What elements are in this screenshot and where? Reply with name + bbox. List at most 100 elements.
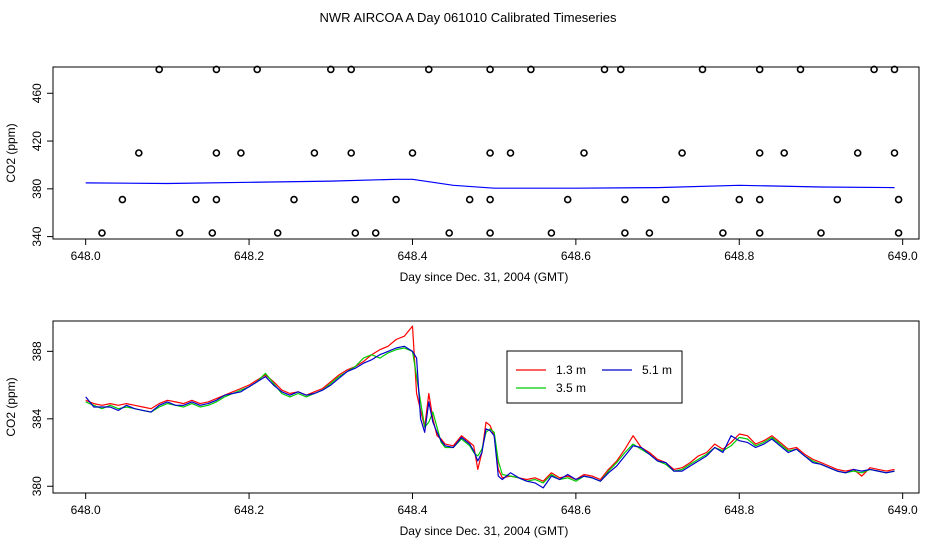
data-point bbox=[212, 195, 221, 204]
y-axis-ticks: 380 384 388 bbox=[30, 341, 53, 496]
y-tick-label: 380 bbox=[30, 179, 44, 199]
y-axis-label: CO2 (ppm) bbox=[4, 377, 18, 436]
data-point bbox=[212, 65, 221, 74]
data-point bbox=[192, 195, 200, 204]
data-point bbox=[155, 65, 163, 74]
legend: 1.3 m 3.5 m 5.1 m bbox=[506, 350, 683, 404]
y-axis-ticks: 340 380 420 460 bbox=[30, 83, 53, 247]
data-point bbox=[735, 195, 744, 204]
data-point bbox=[796, 65, 805, 74]
line-series-group bbox=[85, 178, 895, 189]
data-point bbox=[237, 149, 245, 157]
line-series-group bbox=[85, 325, 895, 489]
data-point bbox=[118, 195, 127, 204]
data-point bbox=[175, 229, 184, 237]
y-axis-label: CO2 (ppm) bbox=[4, 123, 18, 182]
data-point bbox=[890, 149, 899, 157]
data-point bbox=[290, 195, 298, 204]
data-point bbox=[347, 149, 356, 157]
data-point bbox=[755, 195, 764, 204]
legend-label: 3.5 m bbox=[556, 381, 586, 395]
data-point bbox=[273, 229, 282, 237]
x-tick-label: 648.6 bbox=[561, 503, 591, 517]
x-tick-label: 648.4 bbox=[397, 249, 427, 263]
data-point bbox=[351, 195, 360, 204]
y-tick-label: 420 bbox=[30, 131, 44, 151]
x-axis-label: Day since Dec. 31, 2004 (GMT) bbox=[400, 270, 569, 284]
data-point bbox=[755, 229, 764, 237]
y-tick-label: 384 bbox=[30, 408, 44, 428]
x-tick-label: 649.0 bbox=[888, 503, 918, 517]
data-point bbox=[853, 149, 862, 157]
data-point bbox=[310, 149, 319, 157]
data-point bbox=[98, 229, 106, 237]
x-tick-label: 648.2 bbox=[234, 503, 264, 517]
data-point bbox=[547, 229, 556, 237]
legend-label: 5.1 m bbox=[642, 363, 672, 377]
co2-timeseries-panel: 648.0 648.2 648.4 648.6 648.8 649.0 380 384 388… bbox=[4, 320, 920, 538]
x-tick-label: 648.4 bbox=[397, 503, 427, 517]
y-tick-label: 460 bbox=[30, 83, 44, 103]
data-point bbox=[253, 65, 262, 74]
data-point bbox=[580, 149, 588, 157]
x-tick-label: 648.0 bbox=[71, 249, 101, 263]
data-point bbox=[894, 229, 903, 237]
x-tick-label: 648.8 bbox=[724, 503, 754, 517]
x-axis-label: Day since Dec. 31, 2004 (GMT) bbox=[400, 524, 569, 538]
data-point bbox=[527, 65, 535, 74]
data-point bbox=[486, 149, 494, 157]
data-point bbox=[621, 195, 629, 204]
data-point bbox=[645, 229, 654, 237]
data-point bbox=[506, 149, 515, 157]
data-point bbox=[621, 229, 629, 237]
data-point bbox=[563, 195, 572, 204]
data-point bbox=[465, 195, 474, 204]
co2-scatter-panel: 648.0 648.2 648.4 648.6 648.8 649.0 340 380 420… bbox=[4, 65, 920, 284]
series-line-3 bbox=[85, 345, 895, 489]
x-tick-label: 648.0 bbox=[71, 503, 101, 517]
data-point bbox=[408, 149, 417, 157]
x-tick-label: 648.6 bbox=[561, 249, 591, 263]
data-point bbox=[661, 195, 670, 204]
point-marker-group bbox=[98, 65, 903, 237]
x-axis-ticks: 648.0 648.2 648.4 648.6 648.8 649.0 bbox=[71, 239, 918, 263]
data-point bbox=[424, 65, 433, 74]
data-point bbox=[486, 195, 494, 204]
data-point bbox=[212, 149, 221, 157]
data-point bbox=[486, 229, 494, 237]
x-tick-label: 649.0 bbox=[888, 249, 918, 263]
data-point bbox=[817, 229, 825, 237]
y-tick-label: 388 bbox=[30, 341, 44, 361]
data-point bbox=[600, 65, 609, 74]
series-line-1 bbox=[85, 325, 895, 482]
data-point bbox=[890, 65, 899, 74]
legend-label: 1.3 m bbox=[556, 363, 586, 377]
data-point bbox=[135, 149, 143, 157]
data-point bbox=[326, 65, 335, 74]
data-point bbox=[755, 149, 764, 157]
plot-frame bbox=[52, 66, 920, 240]
data-point bbox=[486, 65, 494, 74]
y-tick-label: 340 bbox=[30, 226, 44, 246]
data-point bbox=[392, 195, 400, 204]
data-point bbox=[833, 195, 842, 204]
x-tick-label: 648.2 bbox=[234, 249, 264, 263]
data-point bbox=[351, 229, 360, 237]
data-point bbox=[719, 229, 727, 237]
legend-box bbox=[506, 350, 683, 404]
data-point bbox=[616, 65, 625, 74]
y-tick-label: 380 bbox=[30, 476, 44, 496]
series-line-2 bbox=[85, 347, 895, 484]
data-point bbox=[445, 229, 454, 237]
data-point bbox=[894, 195, 903, 204]
data-point bbox=[755, 65, 764, 74]
x-tick-label: 648.8 bbox=[724, 249, 754, 263]
data-point bbox=[371, 229, 380, 237]
data-point bbox=[780, 149, 789, 157]
plot-frame bbox=[52, 320, 920, 494]
series-line-1 bbox=[85, 178, 895, 189]
data-point bbox=[678, 149, 686, 157]
x-axis-ticks: 648.0 648.2 648.4 648.6 648.8 649.0 bbox=[71, 493, 918, 517]
data-point bbox=[870, 65, 878, 74]
